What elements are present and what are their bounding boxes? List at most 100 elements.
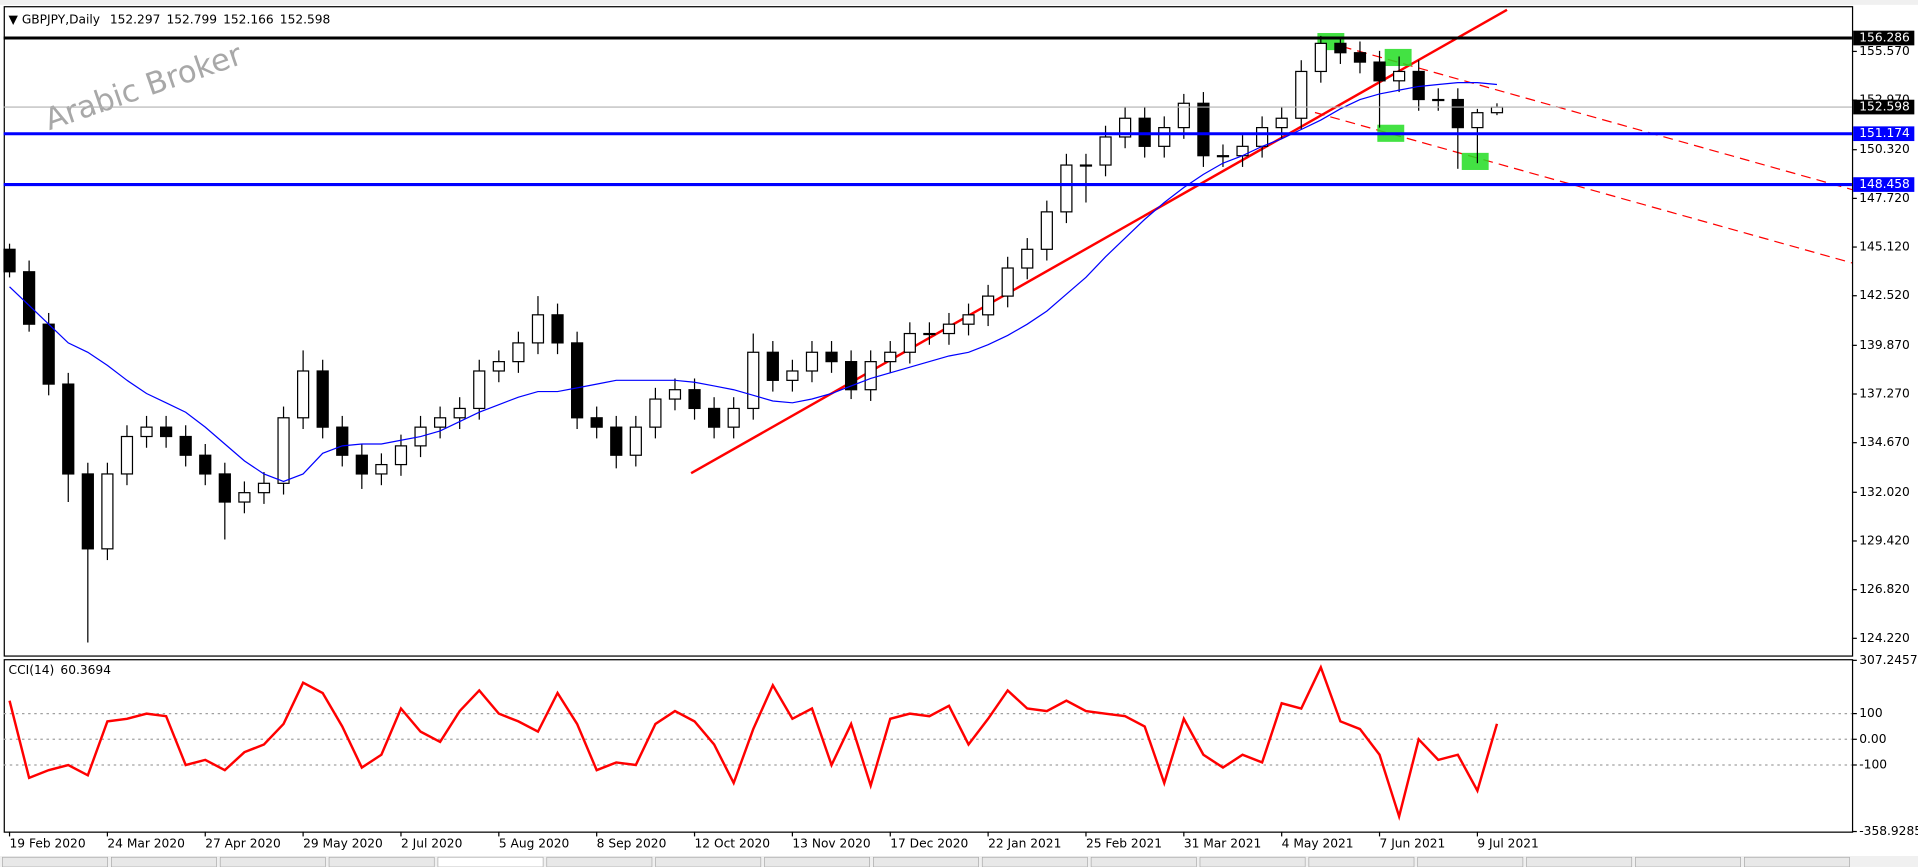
x-tick-label: 25 Feb 2021: [1086, 836, 1162, 850]
x-tick-label: 7 Jun 2021: [1380, 836, 1446, 850]
triangle: ▼: [9, 12, 22, 26]
candle-body: [218, 473, 231, 503]
candle-body: [962, 314, 975, 325]
candle-body: [238, 492, 251, 503]
tab: [437, 856, 544, 867]
candle-body: [1334, 42, 1347, 54]
y-tick-label: 100: [1859, 706, 1882, 720]
candle-body: [1118, 117, 1132, 138]
tab: [2, 856, 108, 867]
candle-body: [1099, 136, 1112, 166]
x-tick-label: 27 Apr 2020: [205, 836, 281, 850]
candle-body: [1373, 61, 1386, 82]
candle-body: [1295, 70, 1308, 119]
y-tick-label: 137.270: [1859, 387, 1910, 401]
candle-body: [199, 454, 212, 475]
y-tick-label: 145.120: [1859, 240, 1910, 254]
y-tick-label: 142.520: [1859, 288, 1910, 302]
candle-body: [1060, 164, 1073, 213]
candle-body: [903, 332, 916, 353]
candle-body: [1177, 102, 1190, 129]
candle-body: [727, 407, 740, 428]
tab: [1417, 856, 1524, 867]
candle-body: [884, 351, 897, 363]
tab: [219, 856, 326, 867]
x-tick-label: 12 Oct 2020: [695, 836, 771, 850]
tab: [546, 856, 653, 867]
candle-body: [551, 314, 564, 344]
highlight-box: [1384, 48, 1412, 67]
candle-body: [473, 370, 486, 410]
chart-title: GBPJPY,Daily: [22, 12, 100, 26]
candle-body: [1471, 112, 1484, 129]
x-tick-label: 13 Nov 2020: [792, 836, 870, 850]
candle-body: [140, 426, 153, 438]
candle-body: [668, 389, 682, 400]
candle-body: [1392, 70, 1406, 82]
candle-body: [394, 445, 408, 466]
candle-body: [1451, 98, 1464, 129]
tab: [1090, 856, 1197, 867]
candle-body: [707, 407, 721, 428]
x-tick-label: 22 Jan 2021: [988, 836, 1061, 850]
indicator-line: [8, 664, 1499, 821]
level-box: [1853, 30, 1915, 46]
tab: [111, 856, 217, 867]
indicator-title: CCI(14): [9, 663, 55, 677]
candle-body: [355, 454, 368, 475]
moving-average: [9, 82, 1498, 483]
x-tick-label: 19 Feb 2020: [10, 836, 86, 850]
candle-body: [1216, 155, 1230, 158]
candle-body: [923, 332, 936, 336]
candle-body: [688, 389, 701, 410]
candle-body: [747, 351, 760, 410]
tab: [764, 856, 871, 867]
y-tick-label: 150.320: [1859, 142, 1910, 156]
indicator-last: 60.3694: [60, 663, 111, 677]
x-tick-label: 31 Mar 2021: [1184, 836, 1261, 850]
tab: [328, 856, 435, 867]
y-tick-label: -100: [1859, 757, 1887, 771]
candle-body: [3, 248, 16, 273]
candle-body: [1021, 248, 1034, 269]
candle-body: [1197, 102, 1210, 157]
level-box: [1853, 177, 1915, 192]
candle-body: [433, 417, 447, 428]
x-tick-label: 24 Mar 2020: [107, 836, 184, 850]
y-tick-label: -358.9285: [1859, 824, 1918, 838]
level-label: 156.286: [1859, 31, 1910, 45]
current-price-box: [1853, 99, 1915, 115]
candle-body: [277, 417, 290, 484]
x-tick-label: 17 Dec 2020: [890, 836, 968, 850]
candle-body: [453, 407, 466, 419]
candle-body: [1040, 211, 1053, 250]
candle-body: [570, 342, 584, 419]
candle-body: [1353, 52, 1367, 63]
candle-body: [649, 398, 662, 428]
candle-body: [22, 271, 36, 325]
candle-body: [375, 463, 388, 475]
candle-body: [1432, 98, 1445, 102]
candle-body: [512, 342, 525, 363]
level-box: [1853, 126, 1915, 142]
candle-body: [492, 361, 505, 372]
candle-body: [629, 426, 642, 456]
channel-line: [1314, 111, 1853, 264]
y-tick-label: 126.820: [1859, 582, 1910, 596]
x-tick-label: 29 May 2020: [303, 836, 383, 850]
y-tick-label: 132.020: [1859, 485, 1910, 499]
candle-body: [864, 361, 877, 391]
indicator-frame: [3, 659, 1854, 833]
tab: [981, 856, 1088, 867]
candle-body: [610, 426, 623, 456]
candle-body: [336, 426, 349, 456]
y-tick-label: 155.570: [1859, 44, 1910, 58]
candle-body: [942, 323, 956, 335]
candle-body: [81, 473, 94, 550]
candle-body: [159, 426, 173, 438]
y-tick-label: 134.670: [1859, 435, 1910, 449]
candle-body: [42, 323, 55, 385]
